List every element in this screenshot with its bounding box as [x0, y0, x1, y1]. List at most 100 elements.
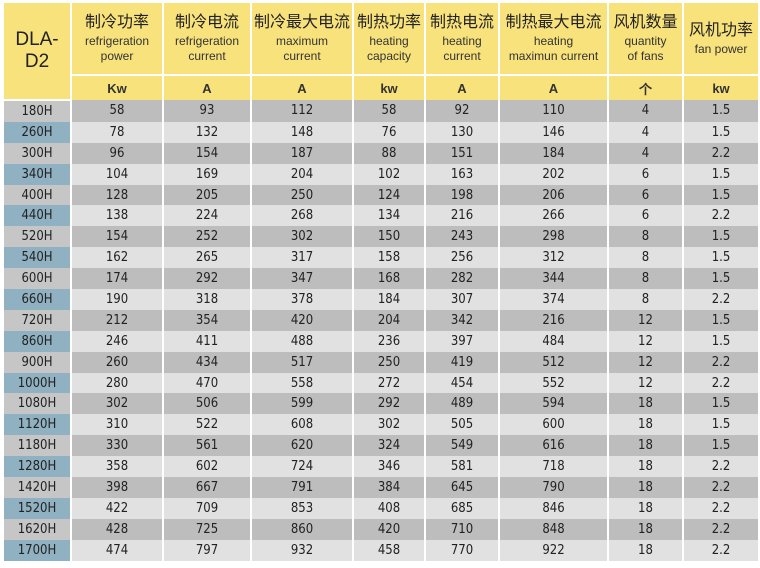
value-cell: 408	[352, 497, 426, 519]
value-cell: 419	[424, 351, 500, 373]
model-cell: 1620H	[2, 518, 72, 540]
value-cell: 307	[424, 289, 500, 310]
header-english: refrigeration	[84, 34, 150, 48]
model-cell: 1420H	[2, 477, 72, 498]
value-cell: 250	[250, 184, 354, 206]
value-cell: 18	[607, 414, 684, 436]
value-cell: 489	[424, 393, 500, 415]
value-cell: 398	[70, 477, 164, 498]
value-cell: 645	[424, 477, 500, 498]
unit-cell: kw	[682, 75, 760, 100]
value-cell: 174	[70, 268, 164, 290]
model-cell: 900H	[2, 351, 72, 373]
value-cell: 104	[70, 163, 164, 185]
value-cell: 2.2	[682, 518, 760, 540]
model-cell: 720H	[2, 309, 72, 331]
value-cell: 354	[162, 309, 252, 331]
column-header: 风机数量 quantity of fans	[607, 3, 684, 76]
value-cell: 18	[607, 539, 684, 561]
column-header: 制热电流 heating current	[424, 3, 500, 76]
value-cell: 134	[352, 205, 426, 227]
value-cell: 620	[250, 435, 354, 457]
header-chinese: 制热功率	[356, 14, 421, 31]
value-cell: 204	[250, 163, 354, 185]
value-cell: 302	[250, 226, 354, 248]
value-cell: 252	[162, 226, 252, 248]
unit-cell: kw	[352, 75, 426, 100]
value-cell: 2.2	[682, 289, 760, 310]
value-cell: 216	[424, 205, 500, 227]
value-cell: 685	[424, 497, 500, 519]
value-cell: 169	[162, 163, 252, 185]
header-chinese: 制热电流	[429, 14, 494, 31]
value-cell: 150	[352, 226, 426, 248]
value-cell: 302	[352, 414, 426, 436]
value-cell: 932	[250, 539, 354, 561]
value-cell: 58	[70, 100, 164, 122]
value-cell: 1.5	[682, 226, 760, 248]
header-row: DLA-D2 制冷功率 refrigeration power 制冷电流 refrige…	[2, 3, 760, 101]
value-cell: 2.2	[682, 372, 760, 394]
value-cell: 243	[424, 226, 500, 248]
table-row: 260H 78 132 148 76 130 146 4 1.5	[2, 121, 760, 143]
value-cell: 12	[607, 330, 684, 352]
value-cell: 8	[607, 289, 684, 310]
value-cell: 2.2	[682, 351, 760, 373]
value-cell: 187	[250, 142, 354, 164]
model-cell: 180H	[2, 100, 72, 122]
value-cell: 1.5	[682, 100, 760, 122]
value-cell: 206	[498, 184, 609, 206]
header-english: current	[443, 49, 481, 63]
table-row: 1000H 280 470 558 272 454 552 12 2.2	[2, 372, 760, 394]
value-cell: 506	[162, 393, 252, 415]
value-cell: 2.2	[682, 497, 760, 519]
value-cell: 272	[352, 372, 426, 394]
value-cell: 522	[162, 414, 252, 436]
value-cell: 422	[70, 497, 164, 519]
value-cell: 790	[498, 477, 609, 498]
table-row: 660H 190 318 378 184 307 374 8 2.2	[2, 289, 760, 310]
value-cell: 212	[70, 309, 164, 331]
value-cell: 6	[607, 184, 684, 206]
value-cell: 324	[352, 435, 426, 457]
value-cell: 2.2	[682, 456, 760, 478]
value-cell: 163	[424, 163, 500, 185]
value-cell: 1.5	[682, 268, 760, 290]
value-cell: 378	[250, 289, 354, 310]
table-row: 1280H 358 602 724 346 581 718 18 2.2	[2, 456, 760, 478]
value-cell: 2.2	[682, 142, 760, 164]
header-english: heating	[533, 34, 574, 48]
column-header: 制热功率 heating capacity	[352, 3, 426, 76]
header-english: of fans	[627, 49, 664, 63]
value-cell: 1.5	[682, 435, 760, 457]
model-cell: 440H	[2, 205, 72, 227]
value-cell: 860	[250, 518, 354, 540]
model-cell: 260H	[2, 121, 72, 143]
unit-cell: A	[498, 75, 609, 100]
table-row: 520H 154 252 302 150 243 298 8 1.5	[2, 226, 760, 248]
value-cell: 224	[162, 205, 252, 227]
column-header: 制冷电流 refrigeration current	[162, 3, 252, 76]
value-cell: 96	[70, 142, 164, 164]
value-cell: 600	[498, 414, 609, 436]
value-cell: 561	[162, 435, 252, 457]
value-cell: 454	[424, 372, 500, 394]
value-cell: 18	[607, 435, 684, 457]
value-cell: 58	[352, 100, 426, 122]
column-header: 制热最大电流 heating maximun current	[498, 3, 609, 76]
header-english: quantity	[624, 34, 667, 48]
value-cell: 1.5	[682, 330, 760, 352]
value-cell: 18	[607, 393, 684, 415]
unit-cell: Kw	[70, 75, 164, 100]
value-cell: 484	[498, 330, 609, 352]
value-cell: 1.5	[682, 121, 760, 143]
unit-cell: A	[250, 75, 354, 100]
value-cell: 4	[607, 142, 684, 164]
value-cell: 128	[70, 184, 164, 206]
value-cell: 292	[352, 393, 426, 415]
value-cell: 8	[607, 226, 684, 248]
model-cell: 660H	[2, 289, 72, 310]
value-cell: 130	[424, 121, 500, 143]
value-cell: 667	[162, 477, 252, 498]
